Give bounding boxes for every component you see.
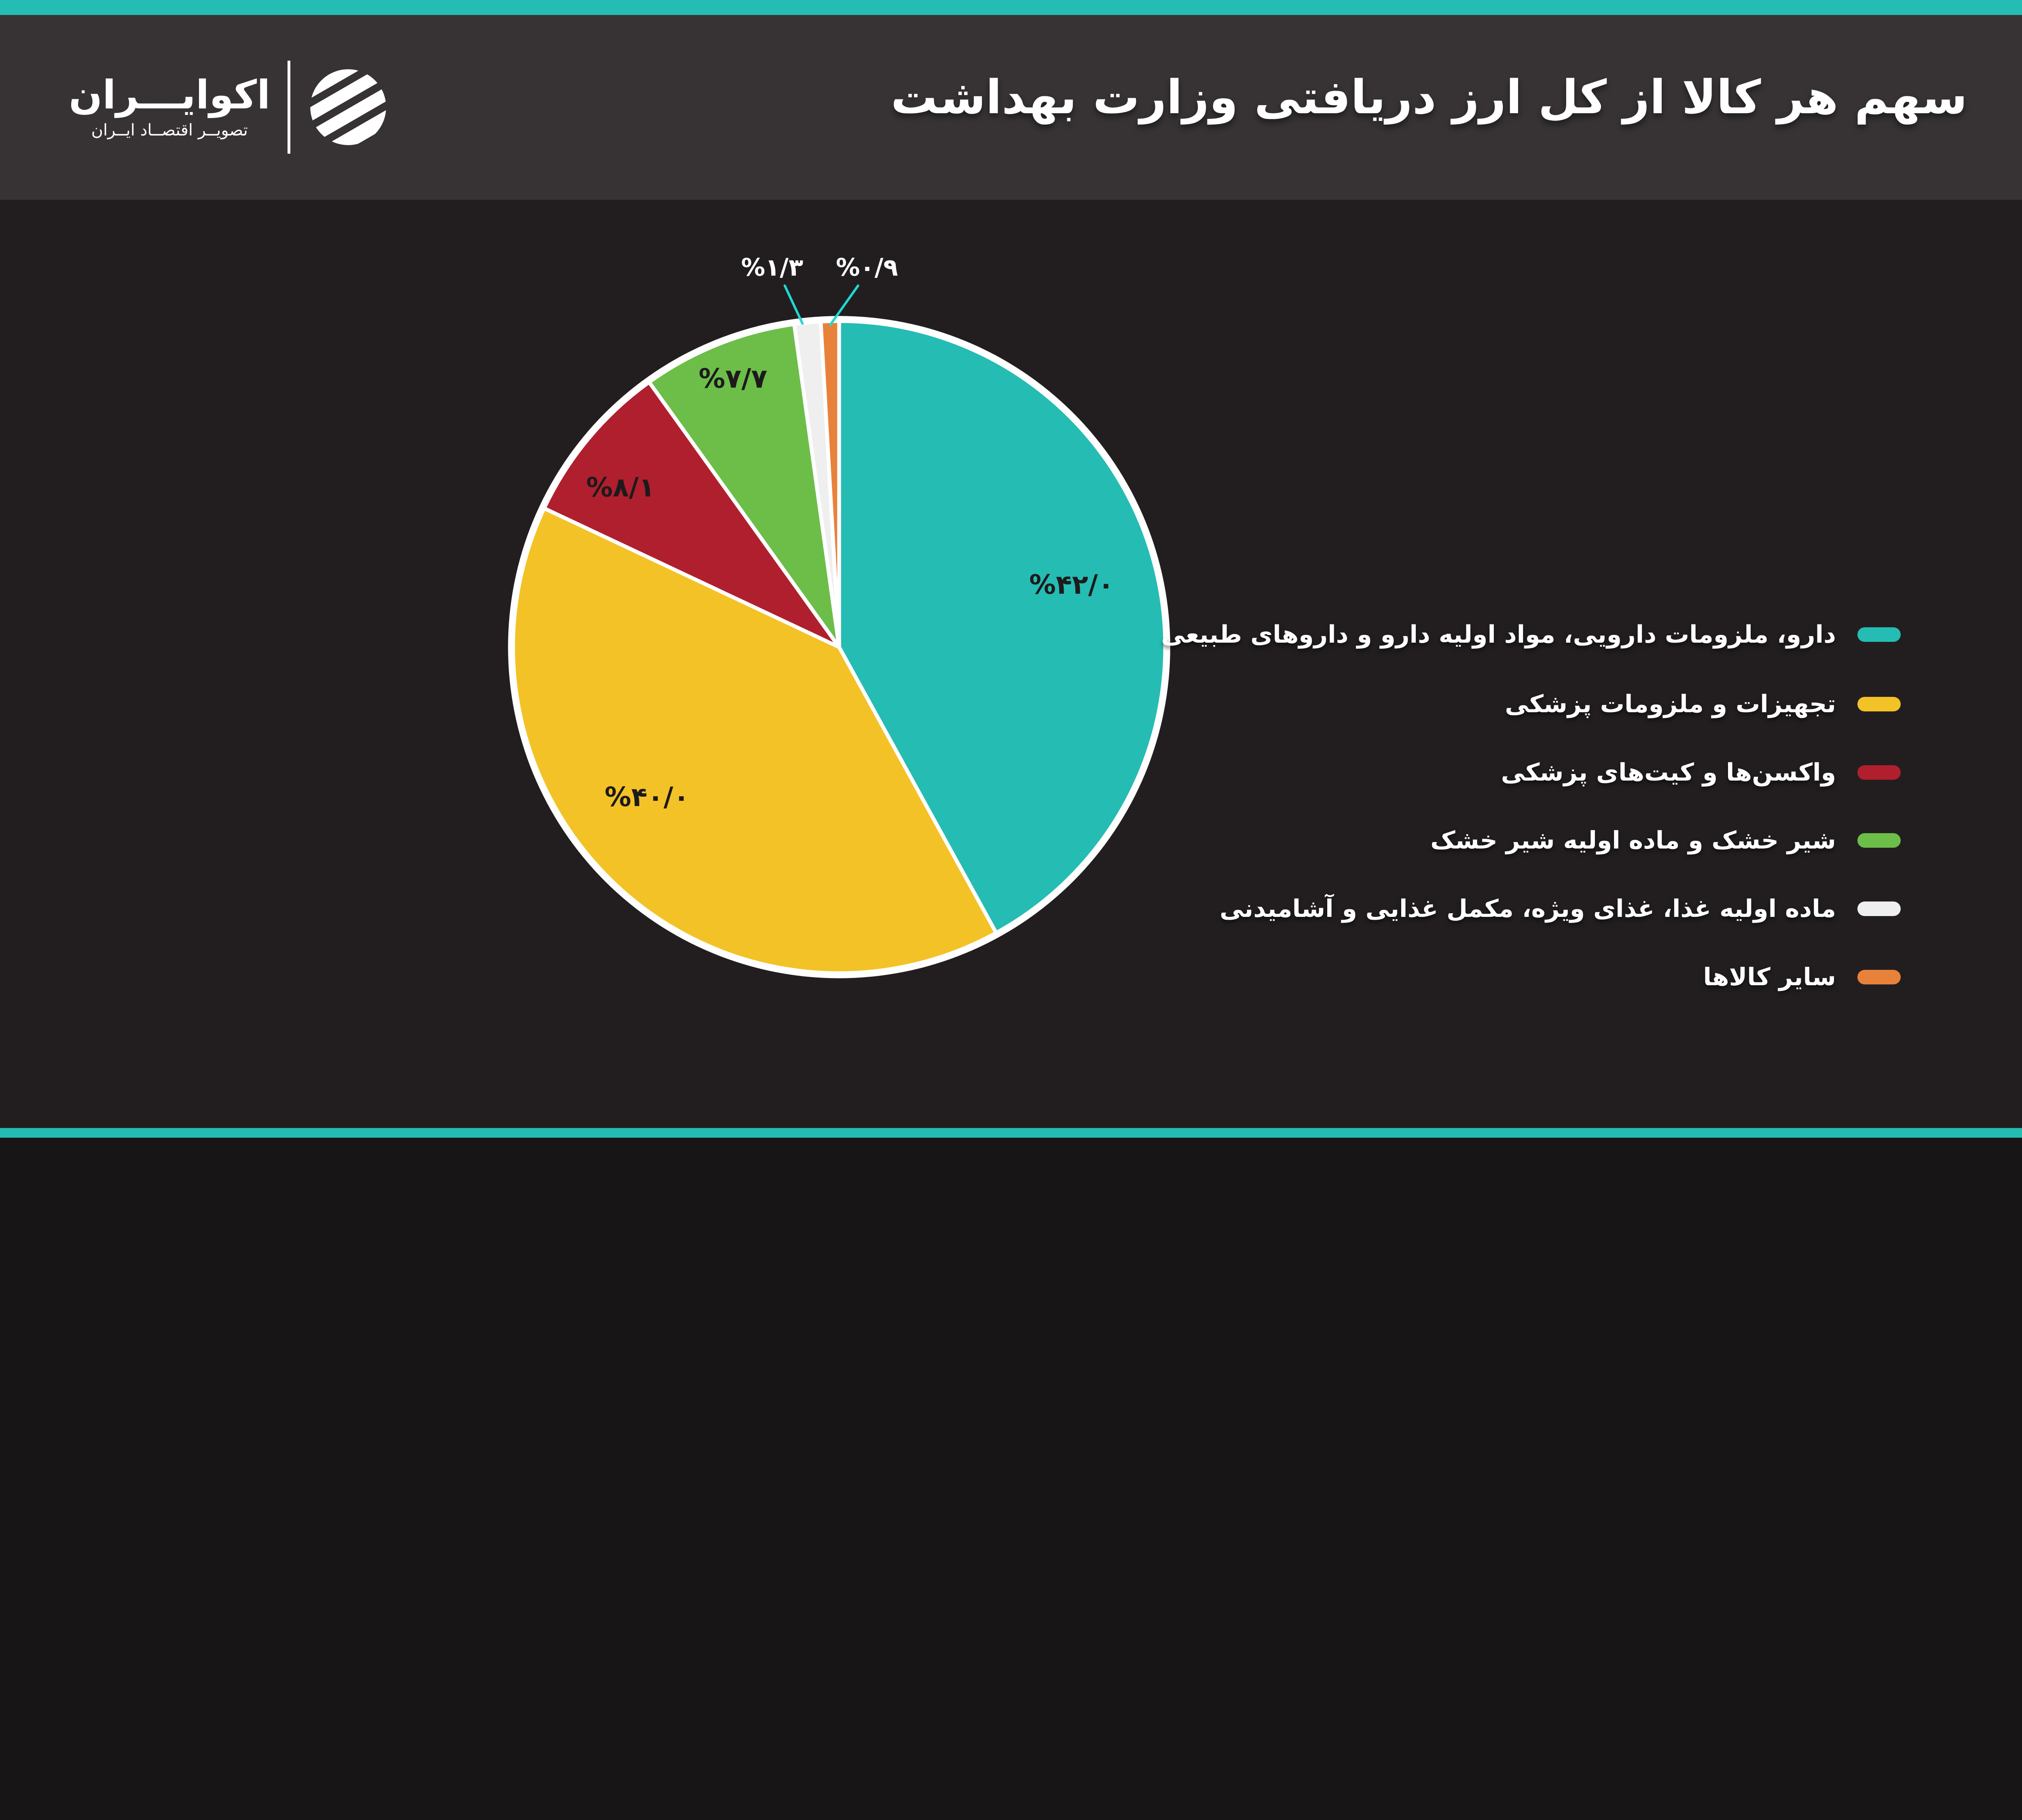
- legend-label: تجهیزات و ملزومات پزشکی: [1505, 690, 1836, 718]
- legend-label: شیر خشک و ماده اولیه شیر خشک: [1430, 826, 1836, 855]
- legend-label: دارو، ملزومات دارویی، مواد اولیه دارو و …: [1161, 620, 1836, 649]
- top-accent-strip: [0, 0, 2022, 15]
- brand-text-block: اکوایـــران تصویــر اقتصــاد ایــران: [69, 72, 271, 140]
- legend-swatch: [1857, 902, 1901, 916]
- legend-item: شیر خشک و ماده اولیه شیر خشک: [1430, 826, 1901, 855]
- legend-label: سایر کالاها: [1703, 963, 1836, 991]
- pie-chart: %۴۲/۰ %۴۰/۰ %۸/۱ %۷/۷ %۱/۳ %۰/۹: [508, 254, 1170, 978]
- slice-pct-callout-4: %۱/۳: [741, 254, 804, 282]
- legend-item: تجهیزات و ملزومات پزشکی: [1505, 690, 1901, 718]
- legend-swatch: [1857, 833, 1901, 848]
- header-bar: اکوایـــران تصویــر اقتصــاد ایــران سهم…: [0, 15, 2022, 200]
- brand-mark-icon: [307, 67, 389, 148]
- legend-swatch: [1857, 765, 1901, 780]
- legend-item: دارو، ملزومات دارویی، مواد اولیه دارو و …: [1161, 620, 1901, 649]
- page-title: سهم هر کالا از کل ارز دریافتی وزارت بهدا…: [890, 70, 1967, 125]
- slice-pct-label-3: %۷/۷: [699, 364, 768, 394]
- brand-tagline: تصویــر اقتصــاد ایــران: [91, 121, 248, 140]
- pie-slice-2: [542, 380, 841, 649]
- callout-leader-line-4: [783, 284, 804, 325]
- legend-item: ماده اولیه غذا، غذای ویژه، مکمل غذایی و …: [1220, 895, 1901, 923]
- slice-pct-label-2: %۸/۱: [586, 472, 655, 503]
- pie-slice-0: [837, 319, 1167, 935]
- slice-pct-callout-5: %۰/۹: [836, 254, 898, 282]
- slice-pct-label-0: %۴۲/۰: [1029, 569, 1114, 600]
- legend-swatch: [1857, 696, 1901, 711]
- legend-item: واکسن‌ها و کیت‌های پزشکی: [1501, 758, 1901, 787]
- legend-swatch: [1857, 969, 1901, 984]
- brand-logo: اکوایـــران تصویــر اقتصــاد ایــران: [69, 61, 389, 154]
- pie-slice-1: [511, 506, 998, 975]
- callout-leader-line-5: [829, 284, 859, 326]
- legend-label: واکسن‌ها و کیت‌های پزشکی: [1501, 758, 1836, 787]
- infographic-page: اکوایـــران تصویــر اقتصــاد ایــران سهم…: [0, 0, 2022, 1138]
- slice-pct-label-1: %۴۰/۰: [605, 782, 690, 813]
- pie-slice-3: [647, 322, 841, 649]
- pie-slice-5: [819, 319, 841, 649]
- legend-label: ماده اولیه غذا، غذای ویژه، مکمل غذایی و …: [1219, 895, 1836, 923]
- brand-name: اکوایـــران: [69, 72, 271, 118]
- legend-item: سایر کالاها: [1703, 963, 1901, 991]
- logo-divider: [288, 61, 291, 154]
- legend-swatch: [1857, 627, 1901, 642]
- bottom-accent-strip: [0, 1128, 2022, 1138]
